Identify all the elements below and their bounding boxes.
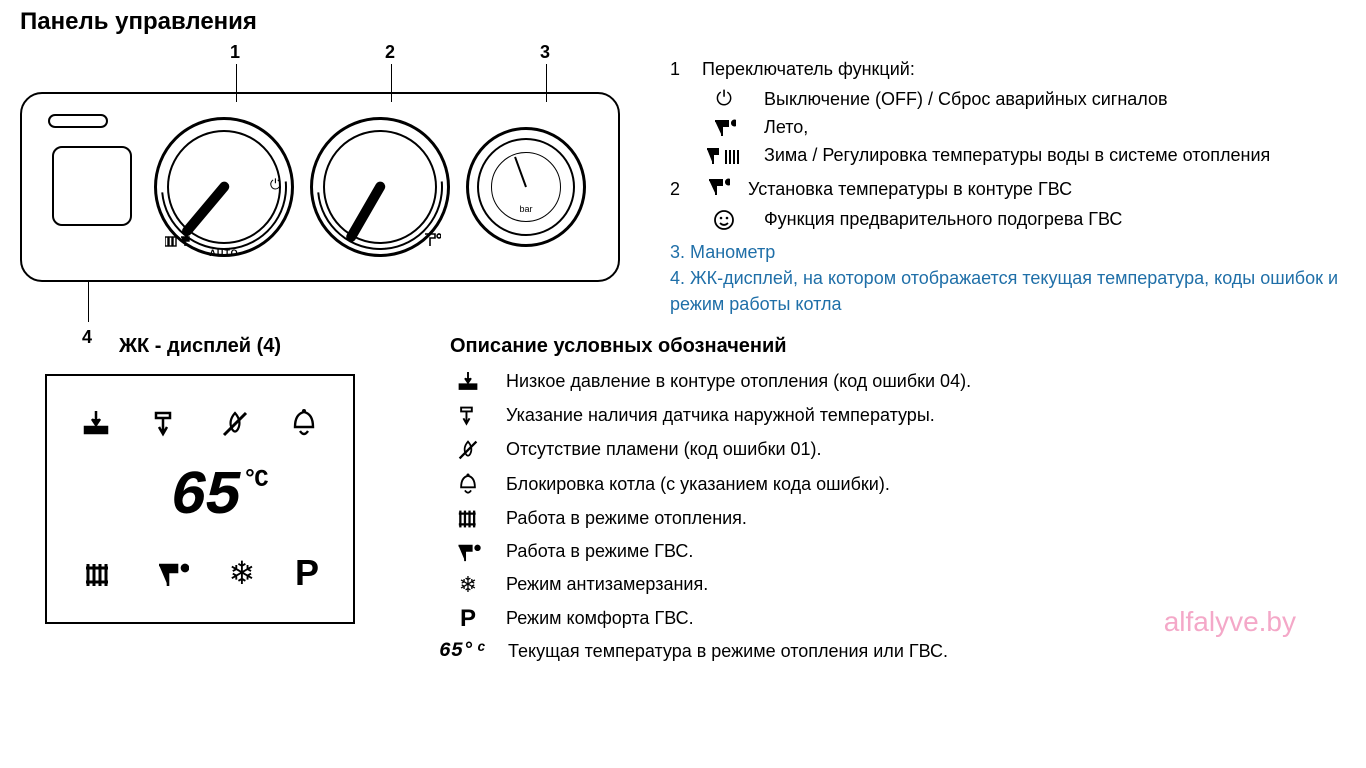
smile-icon [702, 209, 746, 231]
sym-7: Режим антизамерзания. [506, 574, 708, 595]
legend-1-num: 1 [670, 56, 688, 82]
control-panel-figure: 1 2 3 AUTO ⏻ [20, 42, 640, 317]
power-icon: ⏻ [270, 176, 281, 193]
symbols-legend: Описание условных обозначений Низкое дав… [450, 335, 1346, 670]
legend-1b: Лето, [764, 114, 808, 140]
sym-5: Работа в режиме отопления. [506, 508, 747, 529]
snowflake-icon: ❄ [450, 572, 486, 598]
legend-1c: Зима / Регулировка температуры воды в си… [764, 142, 1270, 168]
radiator-icon [81, 554, 115, 592]
lcd-box: 65°C ❄ P [45, 374, 355, 624]
sym-9: Текущая температура в режиме отопления и… [508, 641, 948, 662]
outdoor-sensor-icon [148, 404, 182, 442]
callout-2: 2 [385, 42, 395, 63]
radiator-icon [450, 505, 486, 532]
indicator-slot [48, 114, 108, 128]
legend-2b: Функция предварительного подогрева ГВС [764, 206, 1122, 232]
snowflake-icon: ❄ [228, 554, 255, 592]
sym-6: Работа в режиме ГВС. [506, 541, 693, 562]
no-flame-icon [218, 404, 252, 442]
legend-block: 1 Переключатель функций: ⏻ Выключение (O… [670, 42, 1340, 317]
dial-function: AUTO ⏻ [154, 117, 294, 257]
bell-icon [287, 404, 321, 442]
dial-auto-label: AUTO [209, 248, 238, 258]
outdoor-sensor-icon [450, 402, 486, 429]
temp-value-icon: 65°ᶜ [438, 640, 488, 663]
lcd-temperature: 65°C [77, 461, 355, 532]
legend-1-title: Переключатель функций: [702, 56, 915, 82]
lcd-temp-unit: °C [243, 467, 266, 494]
tap-icon [423, 231, 441, 248]
callout-1: 1 [230, 42, 240, 63]
callout-4: 4 [82, 327, 92, 348]
symbols-title: Описание условных обозначений [450, 335, 1346, 358]
tap-icon [702, 117, 746, 138]
sym-3: Отсутствие пламени (код ошибки 01). [506, 439, 822, 460]
gauge-unit: bar [519, 204, 532, 214]
tap-icon [450, 539, 486, 565]
legend-3: 3. Манометр [670, 239, 1340, 265]
power-icon: ⏻ [702, 89, 746, 109]
pressure-gauge: bar [466, 127, 586, 247]
bell-icon [450, 470, 486, 497]
lcd-slot [52, 146, 132, 226]
sym-8: Режим комфорта ГВС. [506, 608, 694, 629]
legend-1a: Выключение (OFF) / Сброс аварийных сигна… [764, 86, 1168, 112]
dial-dhw [310, 117, 450, 257]
panel-outline: AUTO ⏻ bar [20, 92, 620, 282]
p-icon: P [450, 605, 486, 633]
p-icon: P [295, 552, 319, 594]
legend-2-num: 2 [670, 176, 688, 202]
legend-4: 4. ЖК-дисплей, на котором отображается т… [670, 265, 1340, 317]
sym-1: Низкое давление в контуре отопления (код… [506, 371, 971, 392]
page-title: Панель управления [20, 8, 1346, 36]
legend-2a: Установка температуры в контуре ГВС [748, 176, 1072, 202]
sym-2: Указание наличия датчика наружной темпер… [506, 405, 935, 426]
low-pressure-icon [79, 404, 113, 442]
lcd-title: ЖК - дисплей (4) [20, 335, 380, 358]
radiator-tap-icon [165, 232, 195, 248]
tap-radiator-icon [702, 145, 746, 166]
low-pressure-icon [450, 368, 486, 395]
sym-4: Блокировка котла (с указанием кода ошибк… [506, 474, 890, 495]
tap-icon [155, 554, 189, 591]
lcd-temp-value: 65 [170, 461, 238, 532]
callout-3: 3 [540, 42, 550, 63]
no-flame-icon [450, 436, 486, 463]
tap-icon [702, 176, 734, 197]
